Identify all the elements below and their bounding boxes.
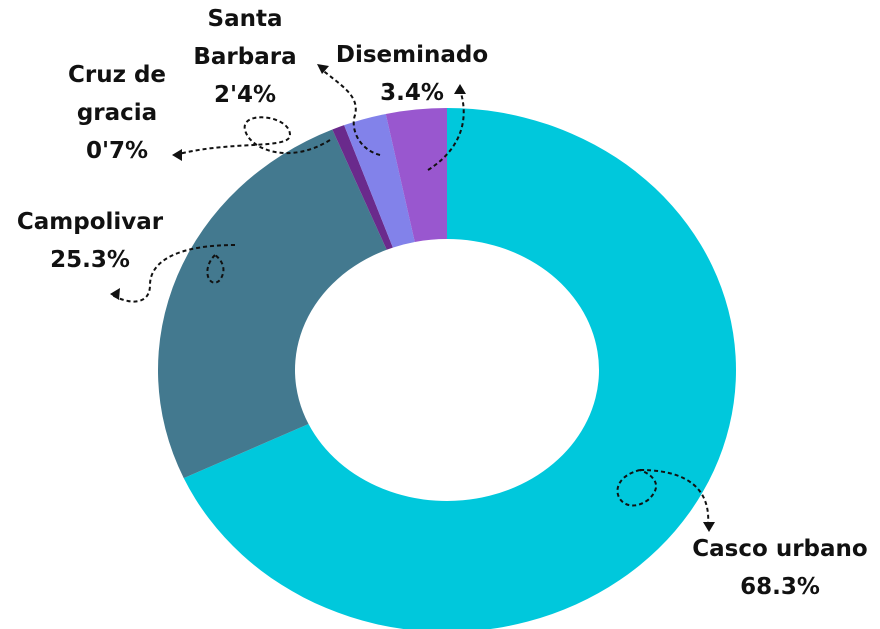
data-label: Diseminado 3.4%: [322, 36, 502, 112]
arrow: [319, 67, 381, 156]
data-label: Casco urbano 68.3%: [670, 530, 880, 606]
slice: [332, 125, 393, 250]
arrows: [111, 67, 710, 526]
slice: [385, 108, 447, 242]
category: Campolivar: [16, 209, 164, 235]
slices: [158, 108, 736, 629]
category: Santa Barbara: [193, 6, 297, 70]
value-label: 68.3%: [740, 574, 820, 600]
value-label: 3.4%: [380, 80, 444, 106]
arrowhead: [703, 522, 715, 532]
category: Diseminado: [335, 42, 489, 68]
value-label: 0'7%: [85, 138, 149, 164]
data-label: Cruz de gracia 0'7%: [52, 56, 182, 170]
arrow: [616, 469, 710, 526]
arrowhead: [172, 149, 182, 161]
slice: [183, 108, 736, 629]
arrowhead: [454, 84, 466, 94]
data-label: Campolivar 25.3%: [0, 203, 180, 279]
value-label: 25.3%: [50, 247, 130, 273]
arrow: [111, 244, 236, 303]
arrowhead: [110, 288, 120, 300]
data-label: Santa Barbara 2'4%: [180, 0, 310, 114]
arrow: [174, 116, 331, 156]
category: Casco urbano: [692, 536, 868, 562]
arrowheads: [110, 64, 715, 532]
slice: [344, 113, 415, 248]
arrowhead: [317, 64, 329, 74]
category: Cruz de gracia: [67, 62, 167, 126]
value-label: 2'4%: [213, 82, 277, 108]
slice: [158, 129, 387, 479]
